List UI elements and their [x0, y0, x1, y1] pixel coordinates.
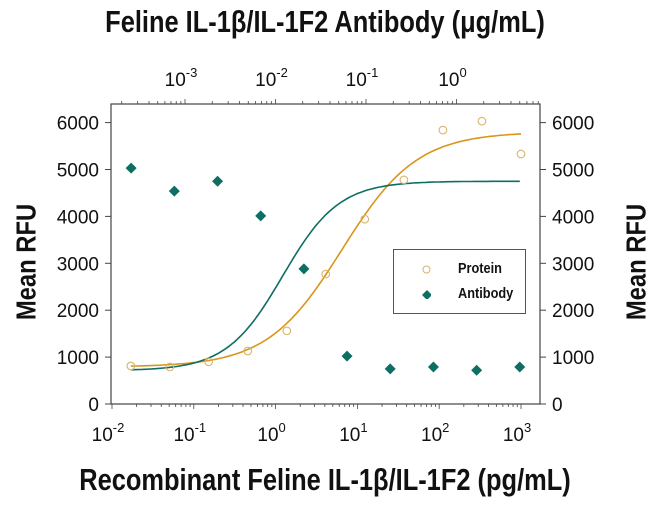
filled-diamond-marker-icon	[422, 290, 431, 299]
protein-data-point	[399, 175, 409, 185]
legend-label-antibody: Antibody	[458, 285, 514, 302]
y-tick-label-left: 1000	[57, 348, 99, 369]
x-tick-label-bottom: 103	[503, 420, 531, 446]
y-tick-label-right: 5000	[552, 161, 594, 182]
antibody-data-point	[471, 364, 483, 376]
protein-data-point	[165, 362, 175, 372]
antibody-data-point	[341, 350, 353, 362]
antibody-data-point	[255, 210, 267, 222]
y-tick-label-right: 2000	[552, 301, 594, 322]
protein-data-point	[243, 346, 253, 356]
protein-data-point	[516, 149, 526, 159]
antibody-data-point	[514, 361, 526, 373]
y-tick-label-left: 4000	[57, 207, 99, 228]
protein-data-point	[321, 269, 331, 279]
y-tick-label-left: 0	[88, 395, 99, 416]
x-tick-label-bottom: 10-1	[173, 420, 206, 446]
protein-data-point	[204, 357, 214, 367]
open-circle-marker-icon	[422, 265, 431, 274]
y-tick-label-left: 2000	[57, 301, 99, 322]
bottom-axis-title: Recombinant Feline IL-1β/IL-1F2 (pg/mL)	[79, 462, 571, 497]
x-tick-label-top: 10-2	[255, 65, 288, 91]
y-tick-label-right: 3000	[552, 254, 594, 275]
top-axis-title: Feline IL-1β/IL-1F2 Antibody (μg/mL)	[105, 4, 545, 39]
protein-data-point	[438, 125, 448, 135]
x-tick-label-top: 100	[438, 65, 466, 91]
protein-data-point	[477, 116, 487, 126]
y-tick-label-left: 3000	[57, 254, 99, 275]
protein-data-point	[360, 214, 370, 224]
plot-frame	[110, 103, 541, 405]
y-tick-label-left: 6000	[57, 114, 99, 135]
protein-data-point	[126, 361, 136, 371]
legend-item-protein: Protein	[394, 260, 524, 282]
antibody-data-point	[168, 185, 180, 197]
legend-item-antibody: Antibody	[394, 285, 524, 307]
y-tick-label-right: 1000	[552, 348, 594, 369]
y-tick-label-left: 5000	[57, 161, 99, 182]
legend-label-protein: Protein	[458, 260, 502, 277]
protein-data-point	[282, 326, 292, 336]
antibody-data-point	[384, 363, 396, 375]
y-tick-label-right: 6000	[552, 114, 594, 135]
antibody-data-point	[125, 162, 137, 174]
x-tick-label-top: 10-1	[346, 65, 379, 91]
x-tick-label-bottom: 10-2	[92, 420, 125, 446]
x-tick-label-top: 10-3	[165, 65, 198, 91]
x-tick-label-bottom: 101	[339, 420, 367, 446]
antibody-fit-curve	[131, 180, 520, 371]
antibody-data-point	[427, 361, 439, 373]
antibody-data-point	[298, 263, 310, 275]
chart-legend: Protein Antibody	[393, 249, 526, 314]
y-tick-label-right: 0	[552, 395, 563, 416]
x-tick-label-bottom: 102	[421, 420, 449, 446]
x-tick-label-bottom: 100	[257, 420, 285, 446]
antibody-data-point	[212, 175, 224, 187]
y-tick-label-right: 4000	[552, 207, 594, 228]
